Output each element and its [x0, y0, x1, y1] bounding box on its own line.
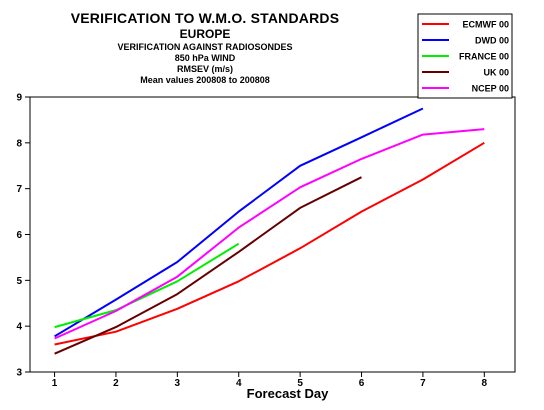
legend-label: FRANCE 00	[459, 52, 509, 62]
chart-subtitle-line: Mean values 200808 to 200808	[140, 75, 270, 85]
axes: 3 4 5 6 7 8 9 1 2 3 4 5 6 7 8	[16, 93, 487, 390]
series-line	[54, 107, 424, 338]
y-tick-label: 8	[16, 138, 22, 149]
series-lines	[54, 107, 485, 355]
chart-subtitle-line: 850 hPa WIND	[174, 53, 236, 63]
chart-subtitle-line: RMSEV (m/s)	[176, 64, 233, 74]
y-tick-label: 5	[16, 276, 22, 287]
series-line	[54, 141, 485, 346]
chart-title: VERIFICATION TO W.M.O. STANDARDS	[70, 10, 340, 26]
series-line	[54, 176, 362, 355]
x-tick-label: 4	[236, 378, 242, 389]
series-line	[54, 128, 485, 340]
y-tick-label: 6	[16, 230, 22, 241]
legend-label: UK 00	[483, 68, 509, 78]
x-tick-label: 6	[359, 378, 365, 389]
x-axis-title: Forecast Day	[246, 386, 329, 401]
x-tick-label: 2	[113, 378, 119, 389]
legend: ECMWF 00 DWD 00 FRANCE 00 UK 00 NCEP 00	[417, 13, 513, 99]
legend-label: NCEP 00	[472, 84, 509, 94]
plot-frame	[29, 96, 516, 373]
x-tick-label: 5	[297, 378, 303, 389]
x-tick-label: 8	[482, 378, 488, 389]
series-line	[54, 242, 240, 329]
x-tick-label: 3	[175, 378, 181, 389]
x-tick-label: 1	[52, 378, 58, 389]
y-tick-label: 3	[16, 368, 22, 379]
x-tick-label: 7	[420, 378, 426, 389]
chart-header: VERIFICATION TO W.M.O. STANDARDS EUROPE …	[40, 10, 370, 86]
y-tick-label: 9	[16, 93, 22, 104]
y-tick-label: 7	[16, 184, 22, 195]
legend-label: ECMWF 00	[462, 20, 509, 30]
legend-label: DWD 00	[475, 36, 509, 46]
chart-region: EUROPE	[179, 27, 231, 41]
chart-subtitle-line: VERIFICATION AGAINST RADIOSONDES	[117, 42, 293, 52]
y-tick-label: 4	[16, 322, 22, 333]
